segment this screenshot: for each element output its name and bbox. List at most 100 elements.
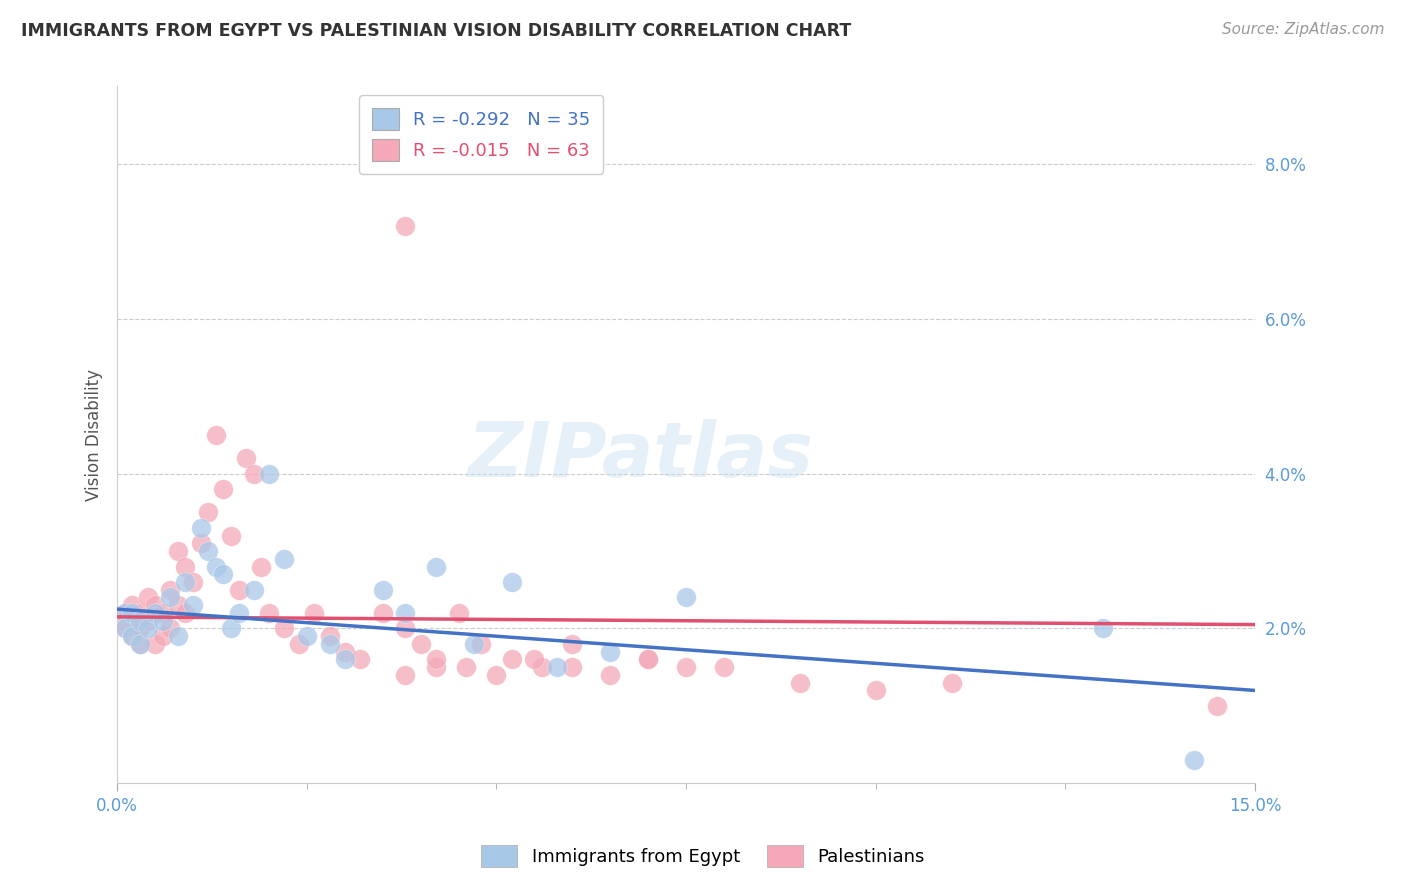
Point	[1182, 753, 1205, 767]
Point	[273, 551, 295, 566]
Point	[295, 629, 318, 643]
Legend: R = -0.292   N = 35, R = -0.015   N = 63: R = -0.292 N = 35, R = -0.015 N = 63	[360, 95, 603, 174]
Point	[463, 637, 485, 651]
Point	[235, 451, 257, 466]
Point	[204, 428, 226, 442]
Point	[136, 614, 159, 628]
Point	[129, 622, 152, 636]
Point	[242, 467, 264, 481]
Legend: Immigrants from Egypt, Palestinians: Immigrants from Egypt, Palestinians	[474, 838, 932, 874]
Point	[129, 606, 152, 620]
Point	[181, 574, 204, 589]
Point	[456, 660, 478, 674]
Point	[273, 622, 295, 636]
Point	[409, 637, 432, 651]
Point	[501, 574, 523, 589]
Point	[129, 637, 152, 651]
Point	[143, 637, 166, 651]
Point	[318, 629, 340, 643]
Point	[599, 645, 621, 659]
Point	[250, 559, 273, 574]
Point	[371, 606, 394, 620]
Point	[501, 652, 523, 666]
Point	[599, 668, 621, 682]
Point	[561, 637, 583, 651]
Point	[394, 606, 416, 620]
Point	[530, 660, 553, 674]
Point	[637, 652, 659, 666]
Point	[242, 582, 264, 597]
Point	[228, 582, 250, 597]
Text: ZIPatlas: ZIPatlas	[468, 418, 814, 492]
Point	[561, 660, 583, 674]
Point	[257, 467, 280, 481]
Point	[114, 622, 136, 636]
Point	[318, 637, 340, 651]
Point	[523, 652, 546, 666]
Point	[114, 614, 136, 628]
Point	[394, 668, 416, 682]
Point	[425, 652, 447, 666]
Point	[190, 536, 212, 550]
Point	[190, 521, 212, 535]
Point	[174, 559, 197, 574]
Text: IMMIGRANTS FROM EGYPT VS PALESTINIAN VISION DISABILITY CORRELATION CHART: IMMIGRANTS FROM EGYPT VS PALESTINIAN VIS…	[21, 22, 852, 40]
Point	[349, 652, 371, 666]
Point	[174, 606, 197, 620]
Point	[152, 614, 174, 628]
Point	[304, 606, 326, 620]
Point	[152, 629, 174, 643]
Point	[228, 606, 250, 620]
Point	[546, 660, 568, 674]
Point	[152, 606, 174, 620]
Point	[675, 591, 697, 605]
Point	[121, 629, 143, 643]
Point	[447, 606, 470, 620]
Point	[197, 505, 219, 519]
Point	[167, 599, 190, 613]
Point	[333, 645, 356, 659]
Point	[1206, 698, 1229, 713]
Point	[204, 559, 226, 574]
Point	[114, 606, 136, 620]
Point	[114, 622, 136, 636]
Y-axis label: Vision Disability: Vision Disability	[86, 369, 103, 501]
Point	[425, 559, 447, 574]
Point	[121, 599, 143, 613]
Point	[121, 606, 143, 620]
Point	[288, 637, 311, 651]
Point	[181, 599, 204, 613]
Point	[394, 219, 416, 233]
Point	[371, 582, 394, 597]
Point	[167, 629, 190, 643]
Point	[219, 528, 242, 542]
Point	[485, 668, 508, 682]
Point	[675, 660, 697, 674]
Point	[167, 544, 190, 558]
Point	[789, 675, 811, 690]
Point	[637, 652, 659, 666]
Point	[143, 599, 166, 613]
Point	[121, 629, 143, 643]
Point	[129, 637, 152, 651]
Point	[713, 660, 735, 674]
Point	[333, 652, 356, 666]
Point	[394, 622, 416, 636]
Point	[257, 606, 280, 620]
Point	[212, 567, 235, 582]
Point	[1092, 622, 1115, 636]
Point	[941, 675, 963, 690]
Point	[425, 660, 447, 674]
Point	[121, 614, 143, 628]
Point	[159, 622, 181, 636]
Point	[470, 637, 492, 651]
Point	[219, 622, 242, 636]
Point	[865, 683, 887, 698]
Point	[136, 591, 159, 605]
Point	[136, 622, 159, 636]
Point	[212, 482, 235, 496]
Point	[159, 582, 181, 597]
Point	[159, 591, 181, 605]
Point	[114, 606, 136, 620]
Point	[143, 606, 166, 620]
